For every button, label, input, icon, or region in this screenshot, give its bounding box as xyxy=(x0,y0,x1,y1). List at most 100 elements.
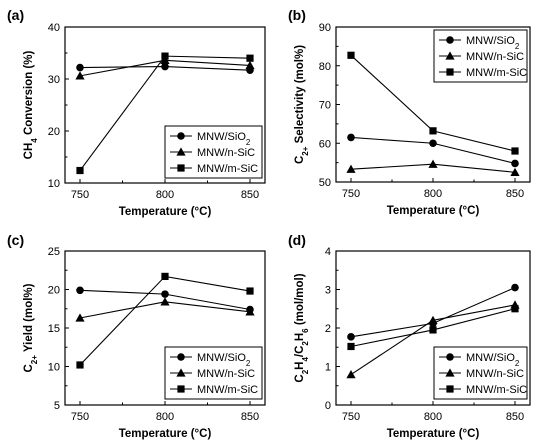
data-point xyxy=(75,313,85,322)
x-axis-title: Temperature (°C) xyxy=(119,428,212,440)
data-point xyxy=(511,305,519,313)
x-axis-title: Temperature (°C) xyxy=(119,206,212,218)
y-tick-label: 20 xyxy=(48,285,60,297)
x-tick-label: 800 xyxy=(424,188,442,200)
data-point xyxy=(347,51,355,59)
panel-label: (b) xyxy=(288,7,306,23)
legend-label: MNW/SiO2 xyxy=(197,352,251,368)
data-point xyxy=(511,147,519,155)
legend-label: MNW/m-SiC xyxy=(197,384,258,396)
y-tick-label: 5 xyxy=(54,400,60,412)
data-point xyxy=(245,60,255,70)
panel-a: (a) 750 800 850 10 20 30 40 Temperature (°C) CH4 … xyxy=(7,7,266,218)
legend-marker xyxy=(176,368,186,377)
data-point xyxy=(76,63,84,72)
x-tick-label: 850 xyxy=(506,411,524,423)
x-tick-label: 850 xyxy=(506,188,524,200)
x-axis-title: Temperature (°C) xyxy=(387,428,480,440)
x-tick-label: 750 xyxy=(71,411,89,423)
y-tick-label: 2 xyxy=(325,323,331,335)
y-tick-label: 80 xyxy=(319,61,331,73)
legend-marker xyxy=(177,385,185,393)
y-tick-label: 60 xyxy=(319,138,331,150)
x-tick-label: 850 xyxy=(241,411,259,423)
data-point xyxy=(161,62,169,71)
panel-label: (d) xyxy=(288,232,306,248)
y-tick-label: 30 xyxy=(48,74,60,86)
legend-label: MNW/SiO2 xyxy=(466,352,520,368)
data-point xyxy=(510,167,520,176)
data-point xyxy=(346,369,356,379)
y-tick-label: 4 xyxy=(325,246,331,258)
y-tick-label: 90 xyxy=(319,22,331,34)
data-point xyxy=(511,283,519,292)
y-tick-label: 0 xyxy=(325,400,331,412)
data-point xyxy=(511,159,519,168)
legend-label: MNW/m-SiC xyxy=(466,384,527,396)
y-tick-label: 1 xyxy=(325,362,331,374)
panel-b: (b) 750 800 850 50 60 70 80 90 Temperature (°C) C2… xyxy=(288,7,531,217)
y-tick-label: 10 xyxy=(48,178,60,190)
series-square xyxy=(347,305,519,351)
y-tick-label: 40 xyxy=(48,22,60,34)
data-point xyxy=(429,326,437,334)
panel-d: (d) 750 800 850 0 1 2 3 4 Temperature (°C) C2H4/C2… xyxy=(288,232,531,440)
data-point xyxy=(346,164,356,173)
data-point xyxy=(160,297,170,306)
data-point xyxy=(246,287,254,295)
x-tick-label: 750 xyxy=(71,189,89,201)
legend-marker xyxy=(446,353,454,361)
x-tick-label: 800 xyxy=(156,411,174,423)
data-point xyxy=(161,52,169,60)
data-point xyxy=(428,159,438,168)
y-tick-label: 10 xyxy=(48,362,60,374)
panel-label: (a) xyxy=(7,7,24,23)
data-point xyxy=(428,315,438,324)
legend-marker xyxy=(446,385,454,393)
data-point xyxy=(347,133,355,142)
data-point xyxy=(76,166,84,175)
data-point xyxy=(347,342,355,351)
data-point xyxy=(161,272,169,281)
x-tick-label: 750 xyxy=(342,411,360,423)
legend-label: MNW/n-SiC xyxy=(197,368,255,380)
y-axis-title: C2+ Selectivity (mol%) xyxy=(294,45,310,164)
panel-label: (c) xyxy=(7,232,24,248)
series-triangle xyxy=(75,297,255,322)
data-point xyxy=(429,127,437,135)
x-tick-label: 800 xyxy=(424,411,442,423)
series-square xyxy=(76,272,254,369)
series-square xyxy=(347,51,519,155)
legend-marker xyxy=(176,147,186,156)
y-tick-label: 20 xyxy=(48,126,60,138)
data-point xyxy=(246,54,254,62)
y-tick-label: 25 xyxy=(48,246,60,258)
legend-marker xyxy=(445,368,455,377)
legend-marker xyxy=(446,68,454,76)
panel-c: (c) 750 800 850 5 10 15 20 25 Temperature (°C) C2+… xyxy=(7,232,266,440)
y-tick-label: 3 xyxy=(325,285,331,297)
data-point xyxy=(347,333,355,341)
legend-marker xyxy=(177,132,185,140)
data-point xyxy=(76,361,84,369)
legend-label: MNW/n-SiC xyxy=(466,368,524,380)
legend-label: MNW/m-SiC xyxy=(197,163,258,175)
y-tick-label: 15 xyxy=(48,323,60,335)
y-tick-label: 70 xyxy=(319,100,331,112)
data-point xyxy=(160,55,170,64)
data-point xyxy=(429,139,437,148)
data-point xyxy=(161,290,169,298)
legend-marker xyxy=(446,36,454,44)
legend-marker xyxy=(445,51,455,60)
legend-marker xyxy=(177,164,185,172)
y-axis-title: C2H4/C2H6 (mol/mol) xyxy=(294,273,310,382)
y-tick-label: 50 xyxy=(319,177,331,189)
x-axis-title: Temperature (°C) xyxy=(387,205,480,217)
series-triangle xyxy=(75,55,255,80)
x-tick-label: 750 xyxy=(342,188,360,200)
data-point xyxy=(245,307,255,316)
